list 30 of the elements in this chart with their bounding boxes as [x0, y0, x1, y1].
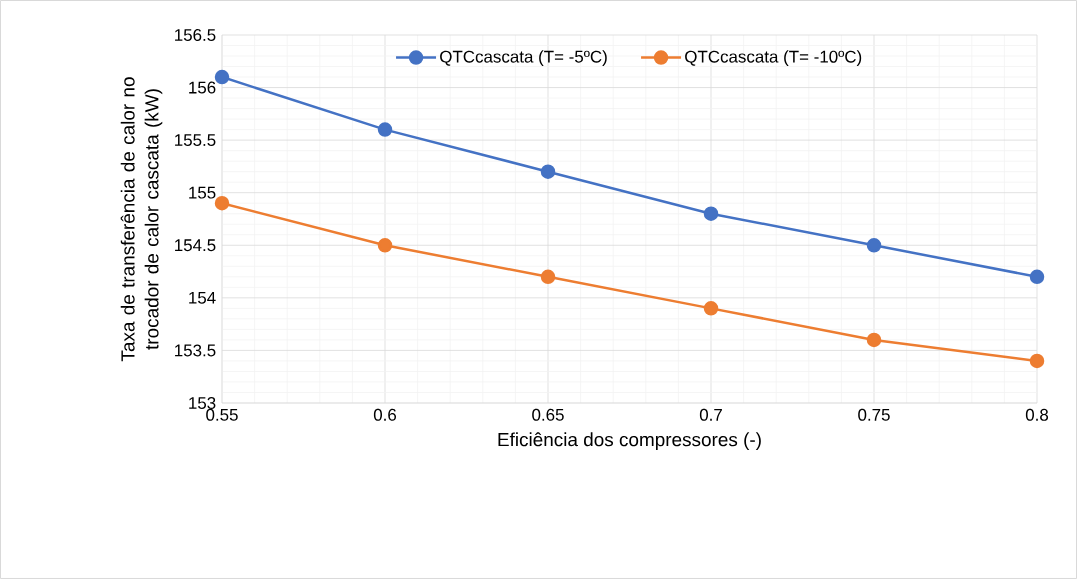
point	[1029, 353, 1045, 369]
point	[214, 195, 230, 211]
legend-label: QTCcascata (T= -5ºC)	[440, 50, 607, 66]
point	[540, 269, 556, 285]
y-tick-label: 153	[189, 396, 216, 409]
point	[377, 238, 393, 253]
x-tick-label: 0.75	[858, 408, 890, 421]
y-tick-label: 154.5	[175, 239, 216, 252]
x-tick-label: 0.65	[532, 408, 564, 421]
point	[1029, 269, 1045, 285]
point	[540, 164, 556, 179]
point	[377, 122, 393, 137]
y-tick-label: 155	[189, 186, 216, 199]
y-tick-label: 153.5	[175, 344, 216, 357]
x-tick-label: 0.8	[1025, 408, 1049, 421]
y-tick-label: 155.5	[175, 134, 216, 147]
y-axis-title: Taxa de transferência de calor no trocador de calor cascata (kW)	[120, 77, 163, 362]
point	[703, 301, 719, 316]
x-tick-label: 0.6	[373, 408, 397, 421]
legend-label: QTCcascata (T= -10ºC)	[685, 50, 862, 66]
x-tick-label: 0.55	[206, 408, 238, 421]
point	[866, 238, 882, 253]
y-tick-label: 154	[189, 291, 216, 304]
point	[214, 69, 230, 85]
y-tick-label: 156	[189, 81, 216, 94]
point	[866, 332, 882, 348]
y-tick-label: 156.5	[175, 28, 216, 41]
point	[703, 206, 719, 221]
x-axis-title: Eficiência dos compressores (-)	[498, 432, 761, 451]
x-tick-label: 0.7	[699, 408, 722, 421]
